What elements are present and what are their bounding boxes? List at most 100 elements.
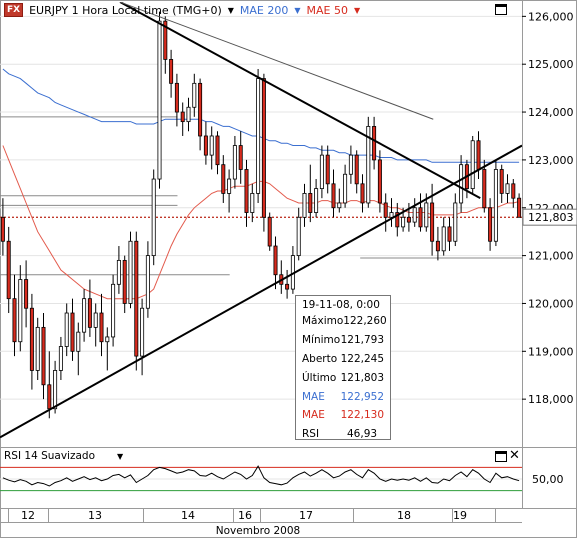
candle-body bbox=[302, 192, 307, 218]
data-window-rows: Máximo 122,260 Mínimo 121,793 Aberto 122,245 Ú… bbox=[302, 312, 387, 444]
candle bbox=[418, 193, 423, 232]
candlesticks bbox=[0, 11, 522, 419]
candle-body bbox=[87, 298, 92, 328]
last-price-label: 121,803 bbox=[528, 211, 574, 224]
data-window-row-label: MAE bbox=[302, 409, 325, 422]
trendline bbox=[119, 2, 434, 120]
candle-body bbox=[203, 135, 208, 156]
data-window-row: RSI 46,93 bbox=[302, 425, 384, 444]
candle bbox=[389, 198, 394, 227]
candle-body bbox=[314, 188, 319, 213]
candle bbox=[372, 116, 377, 170]
ma50-line bbox=[2, 145, 520, 300]
candle-body bbox=[163, 20, 168, 60]
candle-body bbox=[470, 140, 475, 190]
candle-body bbox=[377, 159, 382, 204]
maximize-rsi-panel-icon[interactable] bbox=[495, 451, 507, 462]
data-window-row: MAE 122,952 bbox=[302, 387, 384, 406]
data-window-row: MAE 122,130 bbox=[302, 406, 384, 425]
x-axis-title: Novembro 2008 bbox=[216, 525, 300, 537]
data-window-row-value: 122,952 bbox=[340, 390, 384, 403]
candle-body bbox=[209, 135, 214, 156]
title-dropdown-icon[interactable]: ▼ bbox=[227, 5, 234, 15]
candle-body bbox=[215, 135, 220, 166]
candle bbox=[70, 298, 75, 361]
candle-body bbox=[459, 164, 464, 204]
candle bbox=[151, 169, 156, 266]
candle bbox=[435, 226, 440, 261]
data-window-row-label: RSI bbox=[302, 428, 320, 441]
candle-body bbox=[447, 226, 452, 242]
candle-body bbox=[383, 202, 388, 218]
candle-body bbox=[482, 169, 487, 209]
candle-body bbox=[58, 346, 63, 371]
candle-body bbox=[232, 145, 237, 180]
candle bbox=[285, 269, 290, 299]
candle-body bbox=[343, 173, 348, 204]
candle-body bbox=[267, 216, 272, 247]
candle bbox=[319, 145, 324, 199]
candle bbox=[470, 135, 475, 194]
candle bbox=[18, 265, 23, 352]
maximize-price-panel-icon[interactable] bbox=[495, 4, 507, 15]
candle bbox=[35, 317, 40, 381]
rsi-dropdown-icon[interactable]: ▼ bbox=[117, 452, 124, 461]
candle-body bbox=[360, 183, 365, 204]
candle-body bbox=[354, 154, 359, 185]
ma50-dropdown-icon[interactable]: ▼ bbox=[353, 5, 361, 15]
candle-body bbox=[169, 59, 174, 84]
data-window-row: Máximo 122,260 bbox=[302, 312, 387, 331]
candle bbox=[267, 212, 272, 251]
candle bbox=[482, 159, 487, 213]
x-tick-label: 13 bbox=[88, 509, 102, 522]
candle bbox=[273, 236, 278, 290]
candle bbox=[203, 121, 208, 165]
candle bbox=[279, 260, 284, 294]
candle bbox=[140, 298, 145, 376]
candle bbox=[128, 231, 133, 309]
candle-body bbox=[430, 202, 435, 242]
candle-body bbox=[12, 298, 17, 343]
candle-body bbox=[453, 202, 458, 242]
data-window-row-label: Mínimo bbox=[302, 334, 341, 347]
candle bbox=[377, 150, 382, 213]
candle-body bbox=[261, 78, 266, 218]
candle-body bbox=[517, 197, 522, 218]
candle bbox=[6, 226, 11, 314]
candle bbox=[76, 322, 81, 376]
candle bbox=[41, 313, 46, 400]
candle bbox=[447, 217, 452, 251]
candle bbox=[453, 193, 458, 247]
candle-body bbox=[238, 145, 243, 170]
data-window-row: Mínimo 121,793 bbox=[302, 331, 384, 350]
x-tick-label: 19 bbox=[453, 509, 467, 522]
candle bbox=[29, 293, 34, 390]
y-tick-label: 118,000 bbox=[528, 393, 574, 406]
trendline bbox=[119, 2, 481, 200]
candle bbox=[58, 336, 63, 381]
close-rsi-panel-icon[interactable]: ✕ bbox=[509, 448, 520, 463]
data-window-row-value: 121,793 bbox=[340, 334, 384, 347]
candle bbox=[360, 174, 365, 213]
candle-body bbox=[0, 216, 5, 242]
candle bbox=[250, 183, 255, 223]
candle-body bbox=[505, 183, 510, 194]
candle bbox=[215, 131, 220, 175]
candle bbox=[186, 97, 191, 132]
price-axis: 126,000125,000124,000123,000122,000121,0… bbox=[522, 10, 577, 406]
candle bbox=[64, 303, 69, 357]
ma200-dropdown-icon[interactable]: ▼ bbox=[294, 5, 301, 15]
data-window: 19-11-08, 0:00 Máximo 122,260 Mínimo 121,79… bbox=[295, 295, 391, 440]
candle-body bbox=[308, 192, 313, 213]
y-tick-label: 119,000 bbox=[528, 345, 574, 358]
candle bbox=[232, 135, 237, 189]
data-window-row-value: 46,93 bbox=[347, 428, 378, 441]
candle-body bbox=[35, 326, 40, 371]
candle-body bbox=[488, 207, 493, 242]
ma50-label: MAE 50 bbox=[306, 3, 348, 17]
candle-body bbox=[221, 164, 226, 194]
candle-body bbox=[41, 326, 46, 386]
candle bbox=[290, 246, 295, 294]
data-window-row-value: 122,245 bbox=[340, 352, 384, 365]
